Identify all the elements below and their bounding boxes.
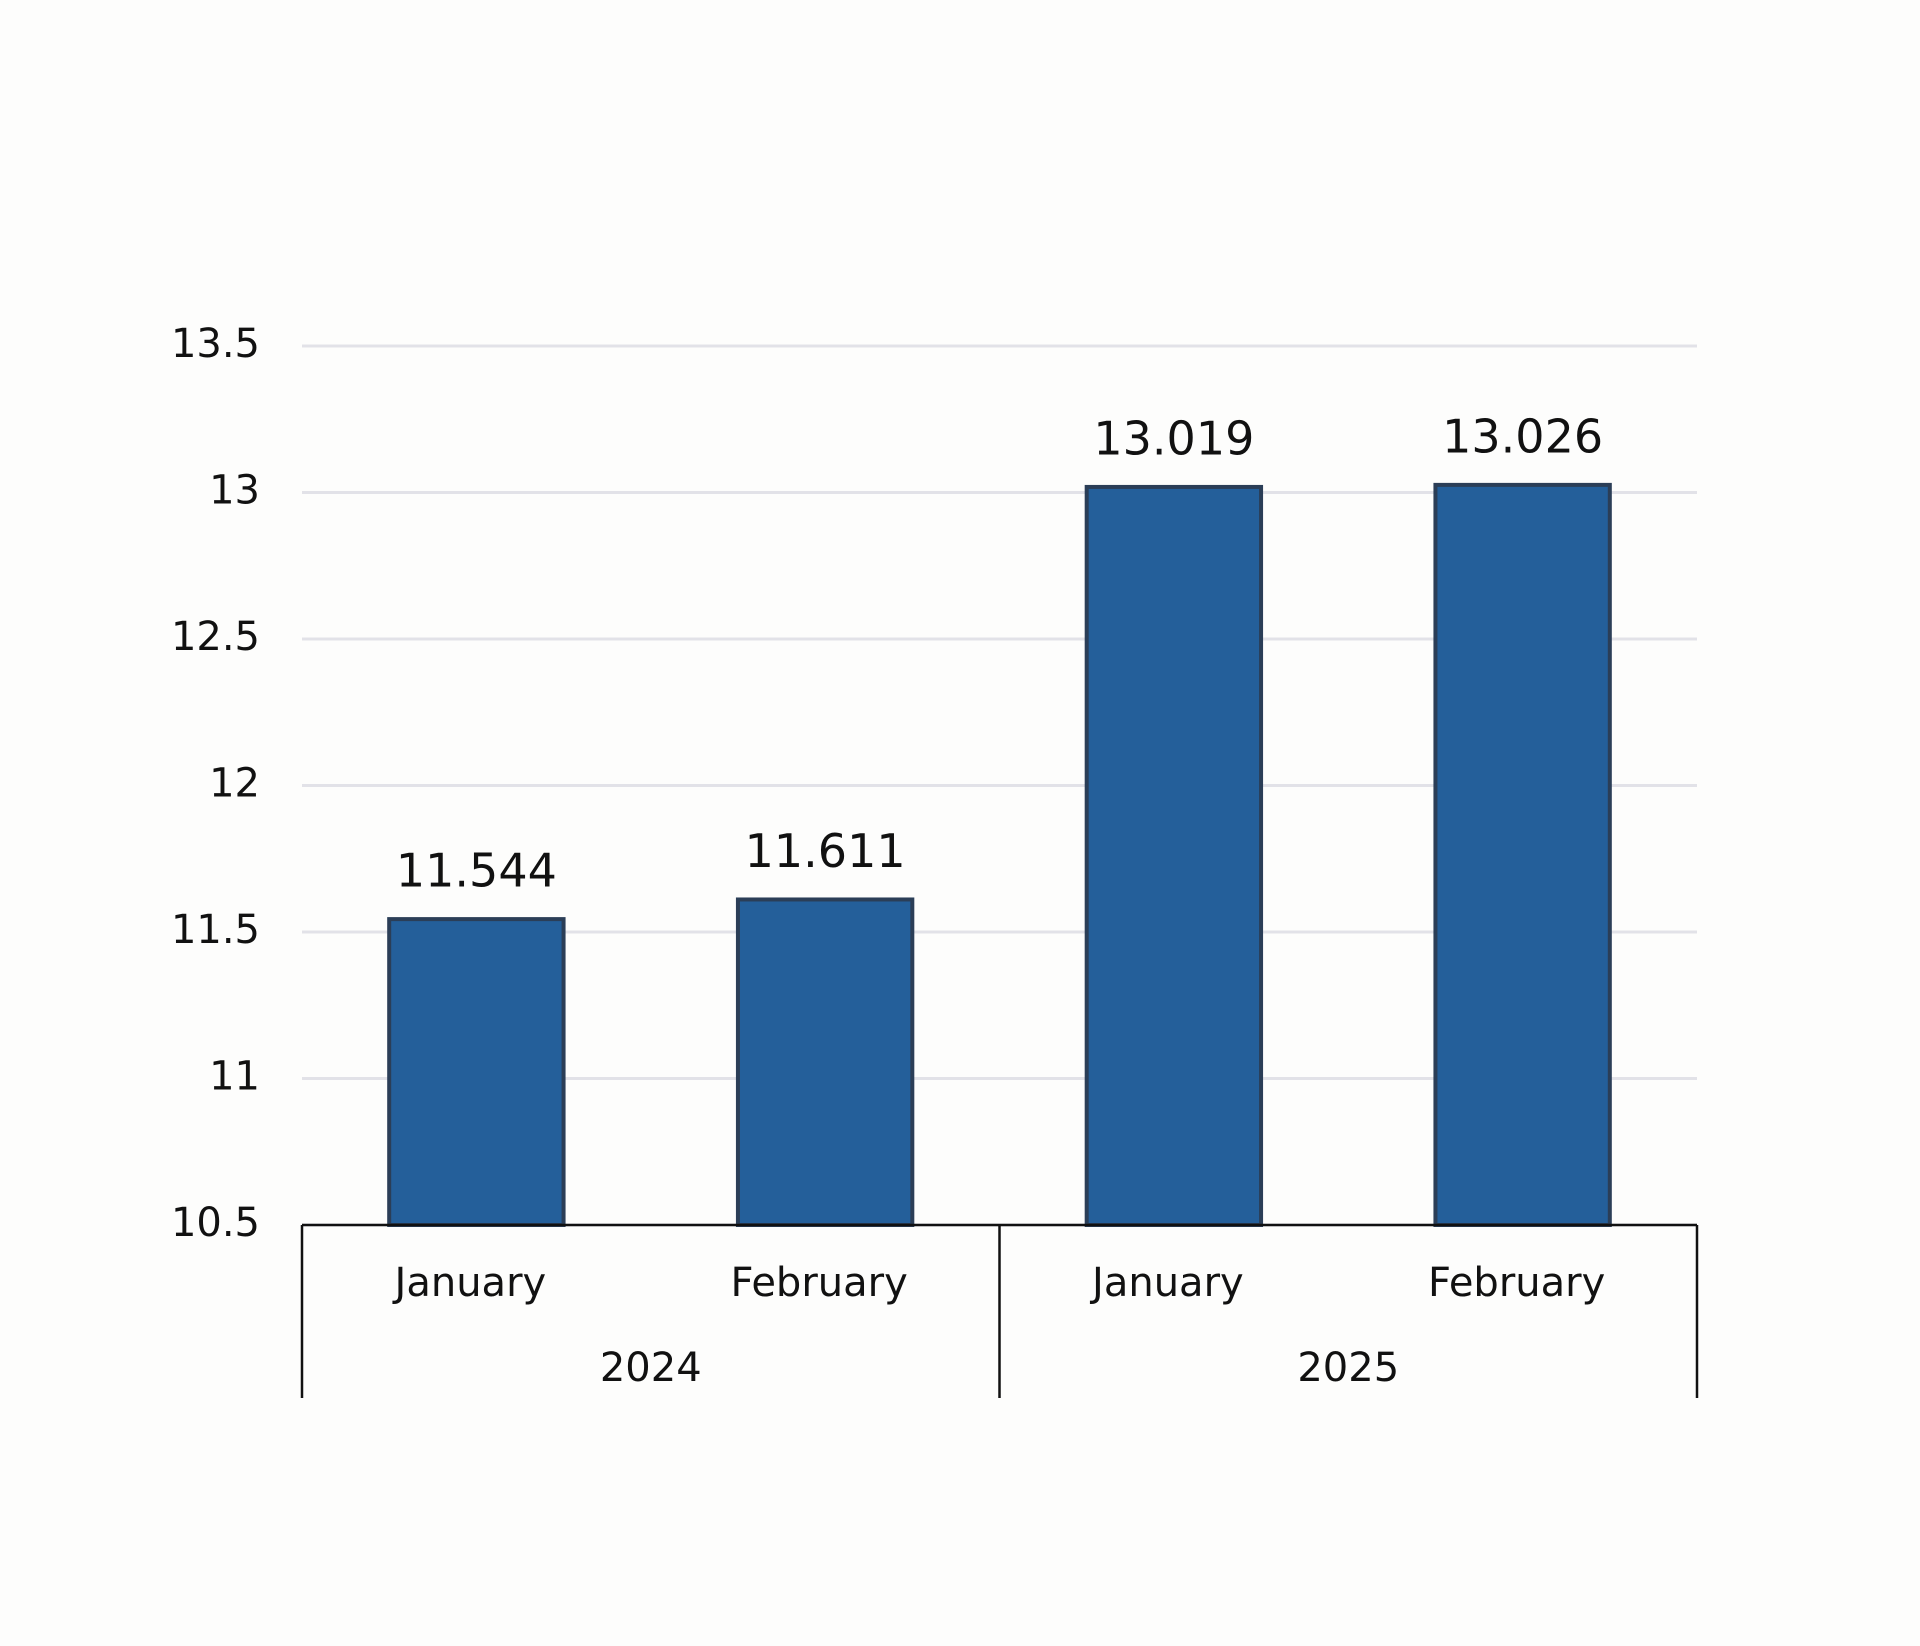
bar [735,897,915,1227]
data-label: 13.019 [1093,411,1254,465]
data-label: 13.026 [1442,409,1603,463]
bar [387,917,566,1227]
y-tick-label: 13 [209,468,260,514]
y-tick-label: 11 [209,1054,260,1100]
group-label: 2025 [1297,1345,1399,1391]
data-label: 11.611 [745,824,906,878]
y-tick-label: 12 [209,761,260,807]
y-tick-label: 13.5 [171,321,260,367]
group-label: 2024 [600,1345,702,1391]
x-tick-label: January [1089,1260,1244,1306]
x-tick-label: February [731,1260,908,1306]
bar [1084,484,1264,1228]
y-tick-label: 10.5 [171,1200,260,1246]
bar [1433,482,1612,1227]
x-tick-label: January [392,1260,547,1306]
data-label: 11.544 [396,844,557,898]
y-tick-label: 12.5 [171,614,260,660]
y-tick-label: 11.5 [171,907,260,953]
x-tick-label: February [1428,1260,1605,1306]
